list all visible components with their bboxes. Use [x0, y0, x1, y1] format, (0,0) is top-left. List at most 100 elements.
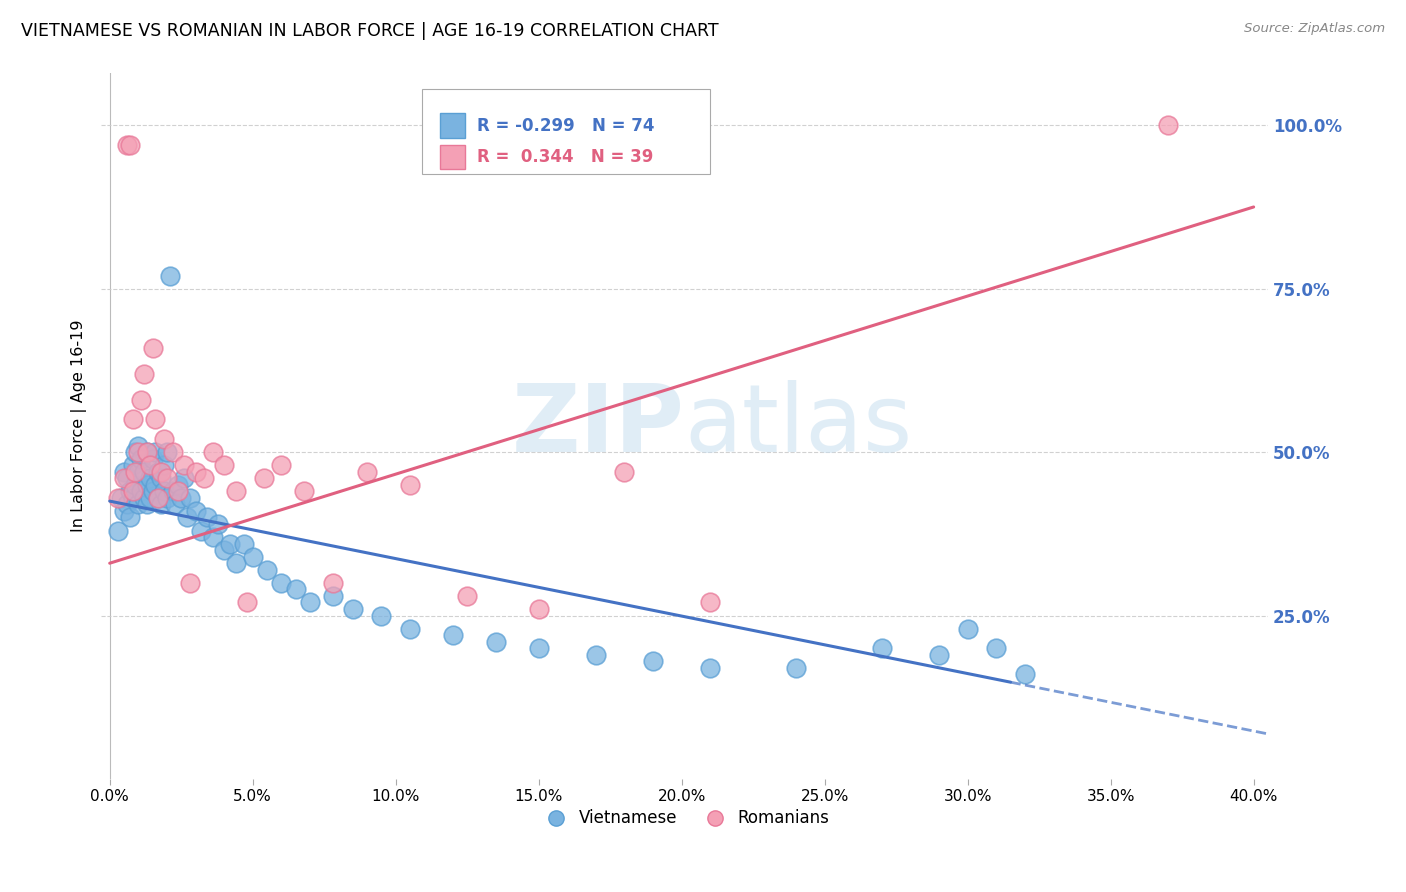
Point — [298, 595, 321, 609]
Point — [165, 497, 187, 511]
Point — [870, 641, 893, 656]
Point — [699, 661, 721, 675]
Point — [162, 445, 184, 459]
Point — [613, 465, 636, 479]
Point — [145, 412, 167, 426]
Point — [370, 608, 392, 623]
Point — [150, 465, 173, 479]
Point — [115, 471, 138, 485]
Point — [190, 524, 212, 538]
Point — [218, 536, 240, 550]
Point — [129, 392, 152, 407]
Point — [129, 451, 152, 466]
Point — [118, 137, 141, 152]
Text: Source: ZipAtlas.com: Source: ZipAtlas.com — [1244, 22, 1385, 36]
Point — [322, 589, 344, 603]
Point — [399, 622, 422, 636]
Point — [456, 589, 478, 603]
Point — [1157, 118, 1180, 132]
Point — [485, 634, 508, 648]
Point — [173, 471, 195, 485]
Point — [441, 628, 464, 642]
Point — [150, 497, 173, 511]
Point — [170, 491, 193, 505]
Point — [270, 575, 292, 590]
Point — [284, 582, 307, 597]
Point — [135, 445, 157, 459]
Point — [527, 641, 550, 656]
Point — [167, 484, 190, 499]
Point — [132, 465, 155, 479]
Point — [153, 458, 176, 472]
Point — [585, 648, 607, 662]
Point — [153, 432, 176, 446]
Point — [129, 484, 152, 499]
Point — [135, 445, 157, 459]
Point — [142, 341, 165, 355]
Point — [399, 477, 422, 491]
Point — [195, 510, 218, 524]
Point — [139, 491, 162, 505]
Point — [242, 549, 264, 564]
Y-axis label: In Labor Force | Age 16-19: In Labor Force | Age 16-19 — [72, 319, 87, 533]
Point — [127, 445, 149, 459]
Point — [207, 516, 229, 531]
Point — [225, 556, 247, 570]
Point — [150, 471, 173, 485]
Point — [142, 484, 165, 499]
Point — [785, 661, 807, 675]
Point — [132, 367, 155, 381]
Point — [112, 465, 135, 479]
Point — [115, 497, 138, 511]
Point — [145, 477, 167, 491]
Point — [121, 491, 143, 505]
Point — [124, 465, 146, 479]
Point — [127, 497, 149, 511]
Point — [212, 543, 235, 558]
Point — [173, 458, 195, 472]
Point — [233, 536, 256, 550]
Point — [110, 491, 132, 505]
Point — [139, 471, 162, 485]
Point — [145, 445, 167, 459]
Point — [699, 595, 721, 609]
Point — [342, 602, 364, 616]
Point — [148, 491, 170, 505]
Point — [292, 484, 315, 499]
Point — [127, 439, 149, 453]
Point — [148, 491, 170, 505]
Text: ZIP: ZIP — [512, 380, 685, 472]
Point — [124, 477, 146, 491]
Point — [179, 491, 201, 505]
Point — [121, 458, 143, 472]
Point — [356, 465, 378, 479]
Point — [112, 504, 135, 518]
Point — [201, 445, 224, 459]
Text: atlas: atlas — [685, 380, 912, 472]
Point — [256, 563, 278, 577]
Point — [225, 484, 247, 499]
Point — [135, 497, 157, 511]
Point — [193, 471, 215, 485]
Point — [135, 477, 157, 491]
Text: R = -0.299   N = 74: R = -0.299 N = 74 — [477, 117, 654, 135]
Point — [270, 458, 292, 472]
Point — [162, 484, 184, 499]
Point — [148, 465, 170, 479]
Point — [167, 477, 190, 491]
Point — [127, 465, 149, 479]
Point — [153, 484, 176, 499]
Point — [184, 465, 207, 479]
Point — [139, 458, 162, 472]
Point — [179, 575, 201, 590]
Point — [986, 641, 1008, 656]
Point — [956, 622, 979, 636]
Point — [156, 445, 179, 459]
Point — [118, 510, 141, 524]
Point — [112, 471, 135, 485]
Point — [121, 412, 143, 426]
Point — [236, 595, 259, 609]
Point — [142, 451, 165, 466]
Text: VIETNAMESE VS ROMANIAN IN LABOR FORCE | AGE 16-19 CORRELATION CHART: VIETNAMESE VS ROMANIAN IN LABOR FORCE | … — [21, 22, 718, 40]
Point — [253, 471, 276, 485]
